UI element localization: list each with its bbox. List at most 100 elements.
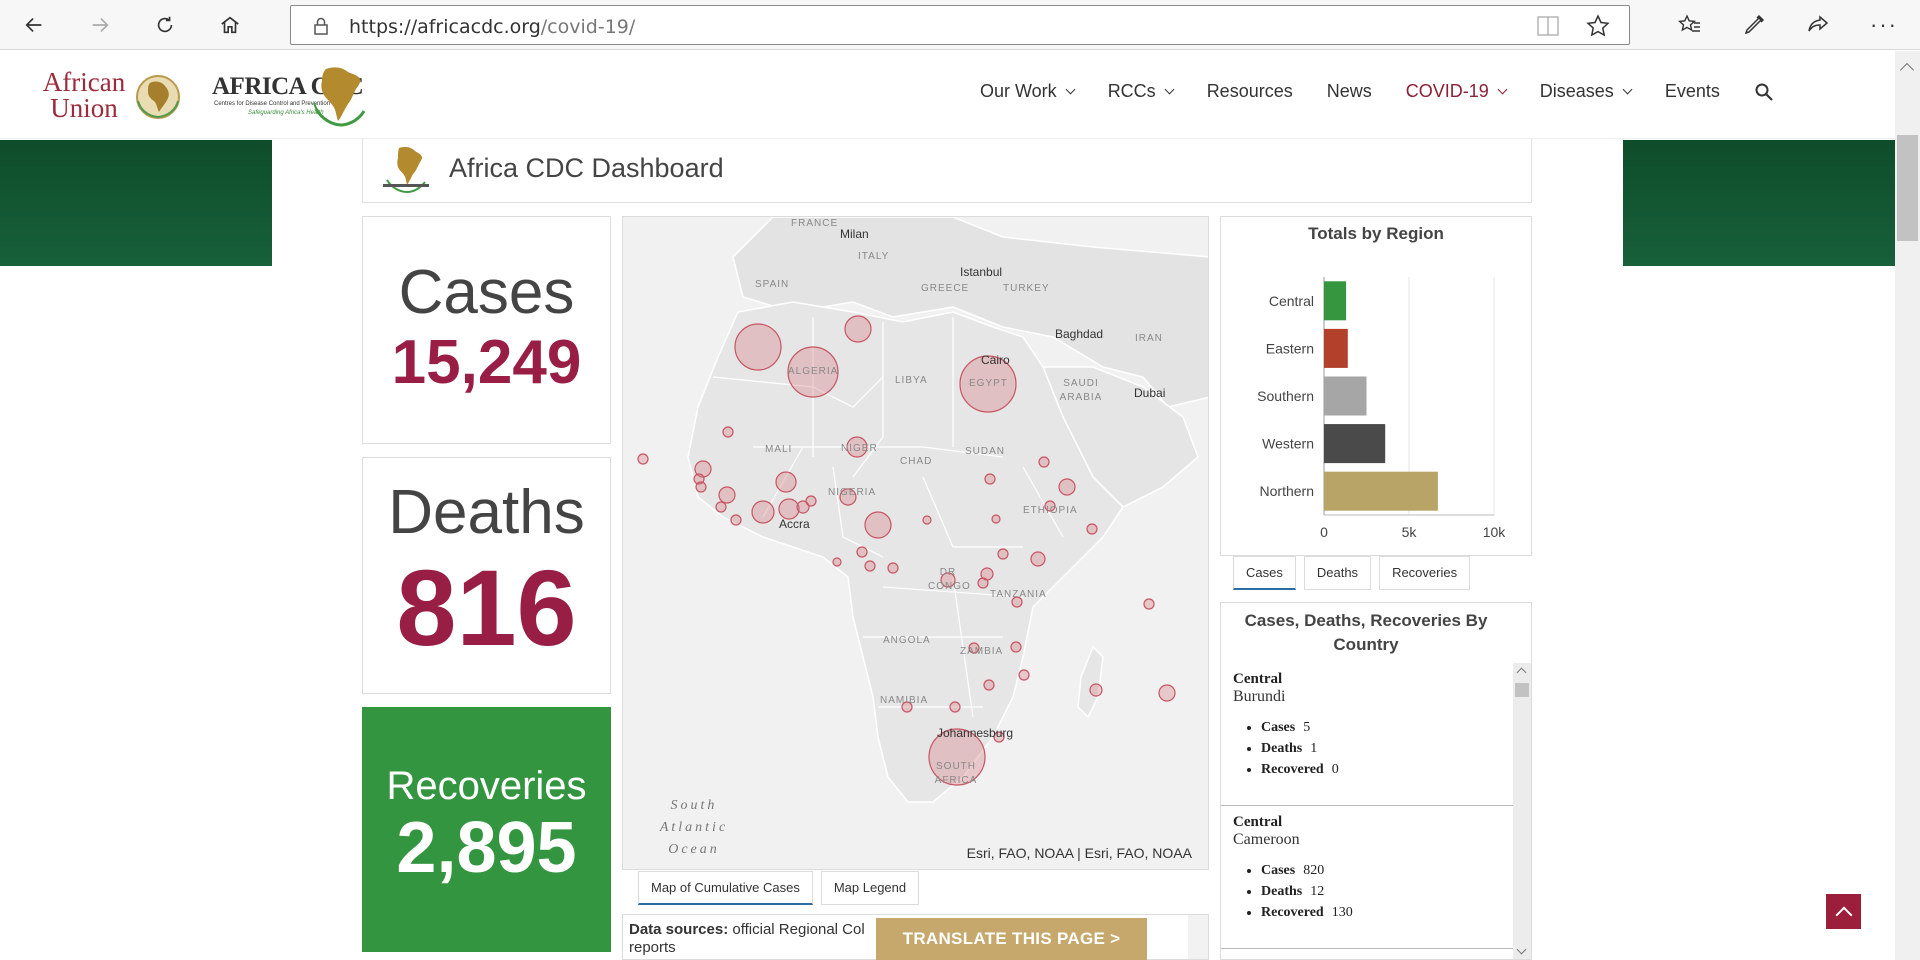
map-label-egypt: EGYPT — [969, 378, 1008, 389]
notes-button[interactable] — [1736, 8, 1772, 42]
bar-central[interactable] — [1324, 281, 1347, 321]
favorites-button[interactable] — [1672, 8, 1708, 42]
map-label-iran: IRAN — [1135, 333, 1163, 344]
map-label-france: FRANCE — [791, 218, 839, 229]
nav-covid-19[interactable]: COVID-19 — [1405, 81, 1508, 102]
page-scrollbar[interactable] — [1895, 51, 1920, 960]
more-button[interactable]: ··· — [1866, 8, 1902, 42]
tab-region-deaths[interactable]: Deaths — [1303, 556, 1372, 590]
country-name: Cameroon — [1233, 831, 1300, 848]
map-label-chad: CHAD — [900, 456, 933, 467]
list-item[interactable]: Central Burundi Cases 5 Deaths 1 Recovered… — [1221, 663, 1513, 806]
cases-label: Cases — [398, 258, 575, 327]
country-list-title: Cases, Deaths, Recoveries By Country — [1244, 611, 1488, 654]
scroll-up-arrow-icon[interactable] — [1899, 62, 1915, 78]
banner-left — [0, 140, 272, 266]
nav-resources[interactable]: Resources — [1207, 81, 1293, 102]
chevron-down-icon — [1622, 84, 1633, 95]
country-stats: Cases 820 Deaths 12 Recovered 130 — [1261, 863, 1501, 921]
africa-cdc-small-logo-icon — [383, 147, 429, 194]
recovered-stat-label: Recovered — [1261, 905, 1324, 920]
map-label-turkey: TURKEY — [1003, 283, 1050, 294]
map-city-dubai: Dubai — [1134, 386, 1166, 400]
forward-button[interactable] — [82, 8, 118, 42]
scroll-thumb[interactable] — [1897, 135, 1918, 241]
nav-our-work[interactable]: Our Work — [980, 81, 1076, 102]
scroll-thumb[interactable] — [1515, 683, 1529, 697]
data-sources-value: official Regional Col — [732, 921, 865, 938]
country-name: Burundi — [1233, 688, 1286, 705]
map-label-nigeria: NIGERIA — [828, 487, 877, 498]
tab-region-cases[interactable]: Cases — [1233, 556, 1296, 590]
map-city-baghdad: Baghdad — [1055, 327, 1104, 341]
bar-western[interactable] — [1324, 424, 1386, 464]
region-bar-chart: Central Eastern Southern Western Northern 0 5k… — [1257, 277, 1506, 540]
map-city-milan: Milan — [840, 227, 869, 241]
main-navigation: Our Work RCCs Resources News COVID-19 Di… — [980, 81, 1774, 102]
favorites-list-icon — [1678, 14, 1700, 32]
recovered-stat-label: Recovered — [1261, 762, 1324, 777]
tab-map-legend[interactable]: Map Legend — [820, 871, 920, 905]
back-arrow-icon — [25, 17, 42, 33]
refresh-icon — [157, 16, 173, 33]
map-ocean-label: South Atlantic Ocean — [659, 798, 729, 857]
african-union-logo[interactable]: African Union — [38, 69, 183, 125]
home-button[interactable] — [212, 8, 248, 42]
search-icon[interactable] — [1754, 82, 1774, 102]
country-cases: Cases 5 — [1261, 720, 1501, 736]
forward-arrow-icon — [92, 17, 109, 33]
africa-map-logo-icon — [313, 67, 366, 127]
cases-stat-label: Cases — [1261, 863, 1296, 878]
nav-diseases[interactable]: Diseases — [1540, 81, 1633, 102]
bar-southern[interactable] — [1324, 376, 1367, 416]
map-label-saudi-arabia: SAUDI ARABIA — [1059, 378, 1103, 403]
deaths-stat-value: 12 — [1310, 884, 1325, 899]
deaths-stat-value: 1 — [1310, 741, 1318, 756]
deaths-panel: Deaths 816 — [362, 457, 611, 694]
address-bar[interactable]: https://africacdc.org/covid-19/ — [290, 5, 1630, 45]
cumulative-cases-map[interactable]: FRANCE ITALY SPAIN GREECE TURKEY IRAN AL… — [622, 216, 1209, 870]
url-text: https://africacdc.org/covid-19/ — [349, 16, 636, 38]
country-recovered: Recovered 0 — [1261, 762, 1501, 778]
x-tick-label: 0 — [1320, 524, 1328, 540]
nav-news[interactable]: News — [1327, 81, 1372, 102]
map-label-dr-congo: DR CONGO — [928, 567, 971, 592]
country-breakdown-panel: Cases, Deaths, Recoveries By Country Cen… — [1220, 602, 1532, 960]
category-label-central: Central — [1269, 293, 1314, 309]
category-label-eastern: Eastern — [1266, 340, 1314, 356]
nav-our-work-label: Our Work — [980, 81, 1057, 101]
map-city-cairo: Cairo — [981, 353, 1010, 367]
back-to-top-button[interactable] — [1826, 894, 1861, 929]
scroll-down-arrow-icon[interactable] — [1516, 944, 1527, 955]
country-list[interactable]: Central Burundi Cases 5 Deaths 1 Recovered… — [1221, 663, 1513, 949]
tab-map-cumulative-cases[interactable]: Map of Cumulative Cases — [638, 871, 813, 905]
data-sources-value-more: reports — [629, 939, 676, 956]
scroll-up-arrow-icon[interactable] — [1516, 667, 1527, 678]
map-attribution: Esri, FAO, NOAA | Esri, FAO, NOAA — [966, 845, 1192, 861]
africa-map-graphic[interactable] — [623, 217, 1209, 870]
map-label-libya: LIBYA — [895, 375, 928, 386]
back-button[interactable] — [16, 8, 52, 42]
category-label-southern: Southern — [1257, 388, 1314, 404]
list-item[interactable]: Central Cameroon Cases 820 Deaths 12 Recov… — [1221, 806, 1513, 949]
tab-region-recoveries[interactable]: Recoveries — [1379, 556, 1471, 590]
more-dots-icon: ··· — [1870, 12, 1898, 37]
share-button[interactable] — [1800, 8, 1836, 42]
refresh-button[interactable] — [147, 8, 183, 42]
category-label-northern: Northern — [1260, 483, 1314, 499]
nav-covid-19-label: COVID-19 — [1405, 81, 1489, 101]
nav-resources-label: Resources — [1206, 81, 1293, 101]
bar-northern[interactable] — [1324, 471, 1438, 511]
translate-page-button[interactable]: TRANSLATE THIS PAGE > — [876, 918, 1147, 960]
africa-cdc-logo[interactable]: AFRICA CDC Centres for Disease Control a… — [212, 65, 367, 129]
recoveries-value: 2,895 — [396, 808, 577, 888]
nav-events[interactable]: Events — [1665, 81, 1720, 102]
country-list-scrollbar[interactable] — [1513, 663, 1531, 959]
map-label-ethiopia: ETHIOPIA — [1023, 505, 1078, 516]
nav-rccs[interactable]: RCCs — [1108, 81, 1175, 102]
reading-view-icon[interactable] — [1537, 16, 1559, 36]
favorite-star-icon[interactable] — [1585, 14, 1611, 38]
recovered-stat-value: 0 — [1331, 762, 1339, 777]
sources-scrollbar[interactable] — [1188, 915, 1208, 959]
bar-eastern[interactable] — [1324, 328, 1348, 368]
